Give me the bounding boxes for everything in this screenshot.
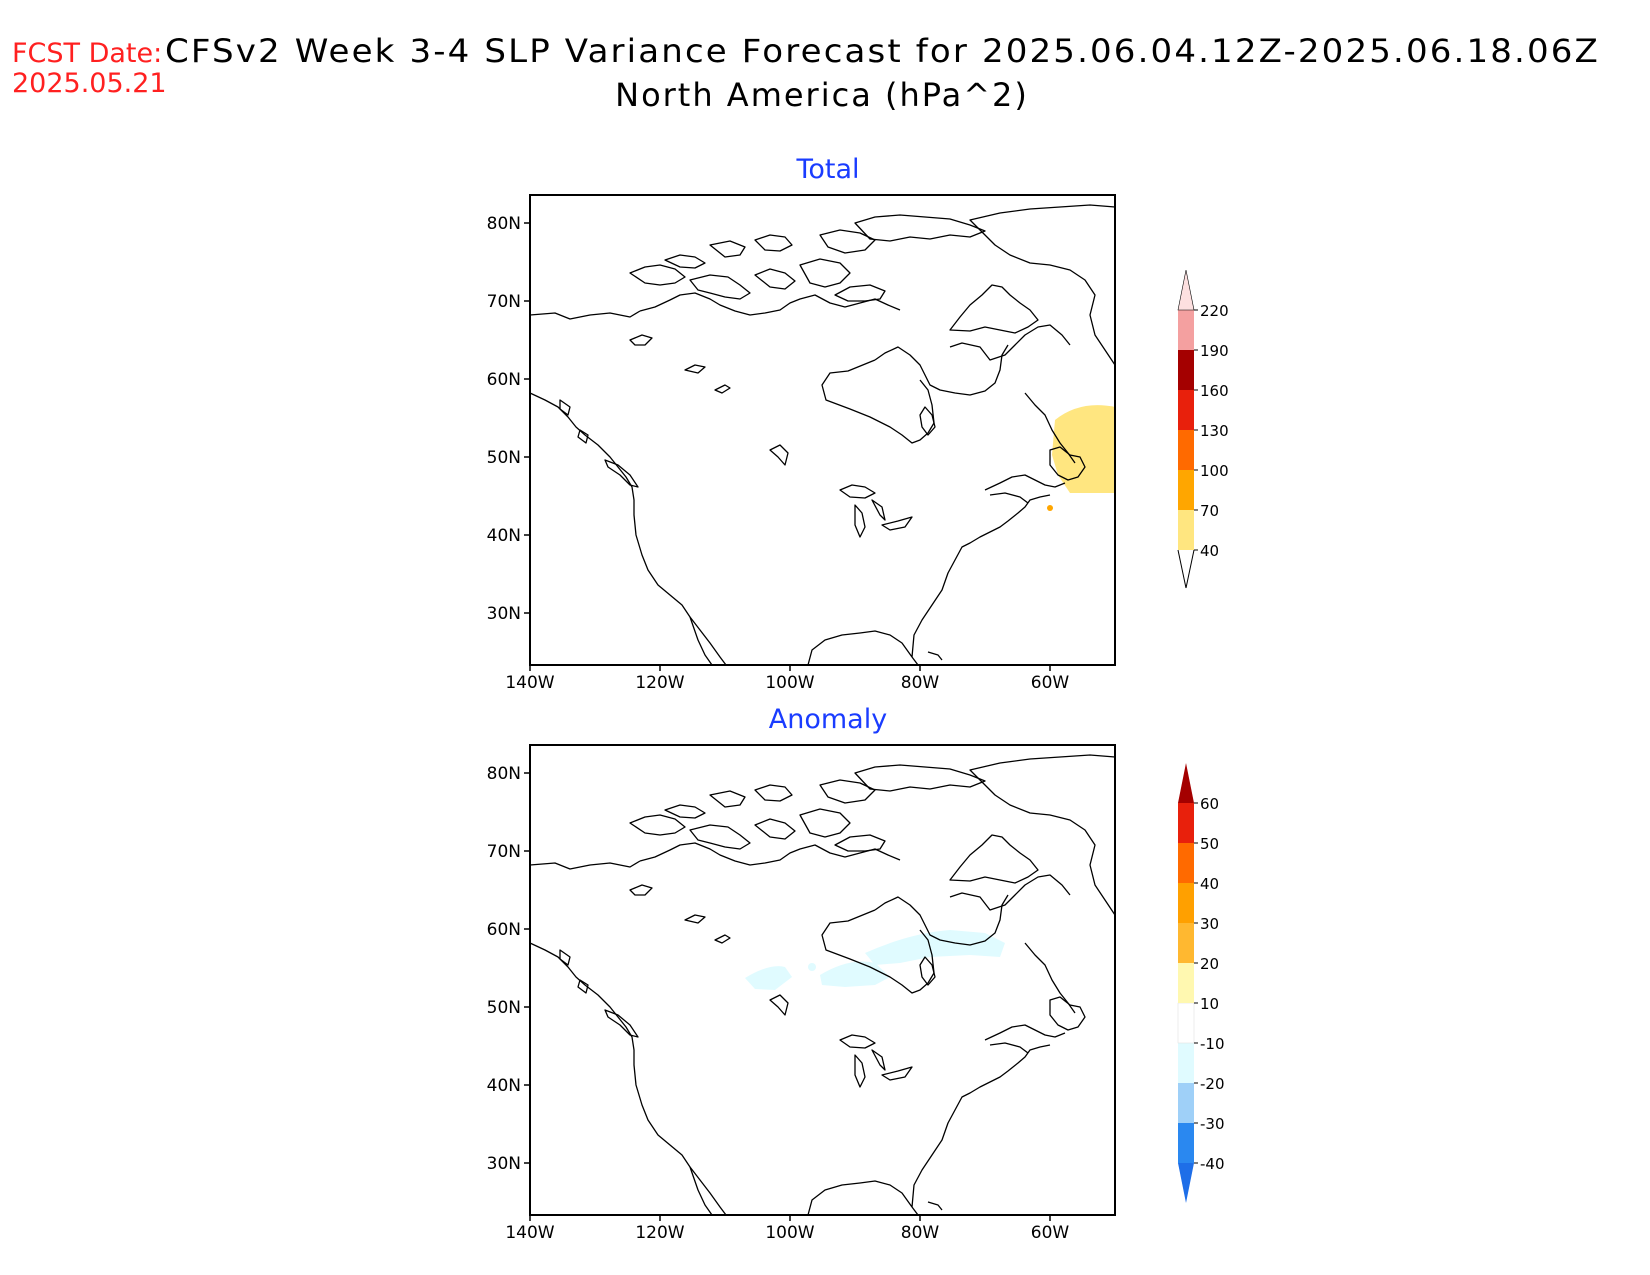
- shading-anomaly-patch-west: [745, 966, 792, 990]
- lat-tick-label: 60N: [487, 370, 521, 390]
- lon-tick-label: 120W: [635, 1223, 684, 1243]
- fcst-date-value: 2025.05.21: [12, 68, 167, 99]
- map-anomaly: [529, 744, 1116, 1216]
- chart-title: CFSv2 Week 3-4 SLP Variance Forecast for…: [165, 32, 1600, 70]
- lon-tick-label: 80W: [901, 673, 940, 693]
- colorbar-total-box: [1178, 430, 1194, 470]
- colorbar-anomaly-label: -30: [1200, 1115, 1225, 1133]
- lon-tick-label: 60W: [1031, 1223, 1070, 1243]
- colorbar-anomaly-label: 50: [1200, 835, 1219, 853]
- colorbar-anomaly-box: [1177, 1002, 1195, 1044]
- shading-total-dot: [1047, 505, 1053, 511]
- colorbar-total-label: 100: [1200, 462, 1229, 480]
- colorbar-anomaly-box: [1178, 1083, 1194, 1123]
- lat-tick-label: 80N: [487, 214, 521, 234]
- fcst-date-label: FCST Date:: [12, 38, 162, 69]
- panel-total: Total 30N 40N 50N 60N 70N 80N 140W 120W 100W 80W 6…: [487, 154, 1229, 693]
- shading-anomaly-dot: [808, 963, 816, 971]
- lat-tick-label: 80N: [487, 764, 521, 784]
- lon-tick-label: 140W: [505, 1223, 554, 1243]
- colorbar-total-upper-extend: [1177, 269, 1195, 311]
- colorbar-anomaly-box: [1178, 803, 1194, 843]
- colorbar-anomaly-lower-extend: [1178, 1163, 1194, 1203]
- map-frame-total: [529, 194, 1116, 666]
- shading-total-newfoundland: [1052, 405, 1115, 493]
- colorbar-anomaly-label: 60: [1200, 795, 1219, 813]
- lon-tick-label: 100W: [765, 1223, 814, 1243]
- colorbar-total-box: [1178, 470, 1194, 510]
- lon-tick-label: 120W: [635, 673, 684, 693]
- colorbar-total-label: 220: [1200, 302, 1229, 320]
- colorbar-anomaly-label: -10: [1200, 1035, 1225, 1053]
- panel-title-anomaly: Anomaly: [769, 704, 887, 735]
- colorbar-total-label: 160: [1200, 382, 1229, 400]
- colorbar-anomaly-label: 40: [1200, 875, 1219, 893]
- chart-subtitle: North America (hPa^2): [615, 76, 1029, 114]
- colorbar-total-lower-extend: [1177, 549, 1187, 589]
- panel-anomaly: Anomaly 30N 40N 50N 60N 70N 80N 140W 120W 100W 80…: [487, 704, 1225, 1243]
- colorbar-total-box: [1178, 390, 1194, 430]
- lat-tick-label: 40N: [487, 1076, 521, 1096]
- lat-tick-label: 40N: [487, 526, 521, 546]
- lat-tick-label: 70N: [487, 842, 521, 862]
- colorbar-anomaly-label: 10: [1200, 995, 1219, 1013]
- lat-tick-label: 30N: [487, 1154, 521, 1174]
- colorbar-anomaly-label: -20: [1200, 1075, 1225, 1093]
- colorbar-total-box: [1178, 510, 1194, 550]
- colorbar-total-lower-extend-edge: [1185, 549, 1195, 589]
- colorbar-total-label: 40: [1200, 542, 1219, 560]
- lat-tick-label: 50N: [487, 448, 521, 468]
- map-total: [529, 194, 1116, 666]
- colorbar-anomaly-box: [1178, 1123, 1194, 1163]
- colorbar-anomaly-box: [1178, 963, 1194, 1003]
- colorbar-anomaly-box: [1178, 883, 1194, 923]
- colorbar-total-label: 130: [1200, 422, 1229, 440]
- panel-title-total: Total: [795, 154, 859, 185]
- shading-anomaly-patch-hudson: [865, 930, 1005, 965]
- lat-tick-label: 60N: [487, 920, 521, 940]
- colorbar-anomaly-box: [1178, 843, 1194, 883]
- lat-tick-label: 70N: [487, 292, 521, 312]
- colorbar-anomaly-label: 20: [1200, 955, 1219, 973]
- colorbar-total-label: 70: [1200, 502, 1219, 520]
- colorbar-anomaly-box: [1178, 923, 1194, 963]
- lon-tick-label: 100W: [765, 673, 814, 693]
- lon-tick-label: 80W: [901, 1223, 940, 1243]
- map-frame-anomaly: [529, 744, 1116, 1216]
- colorbar-total-label: 190: [1200, 342, 1229, 360]
- colorbar-total-box: [1178, 310, 1194, 350]
- lat-tick-label: 50N: [487, 998, 521, 1018]
- colorbar-anomaly-upper-extend: [1178, 763, 1194, 803]
- lat-tick-label: 30N: [487, 604, 521, 624]
- lon-tick-label: 140W: [505, 673, 554, 693]
- colorbar-anomaly-box: [1178, 1043, 1194, 1083]
- colorbar-anomaly-label: -40: [1200, 1155, 1225, 1173]
- colorbar-total-box: [1178, 350, 1194, 390]
- lon-tick-label: 60W: [1031, 673, 1070, 693]
- colorbar-anomaly-label: 30: [1200, 915, 1219, 933]
